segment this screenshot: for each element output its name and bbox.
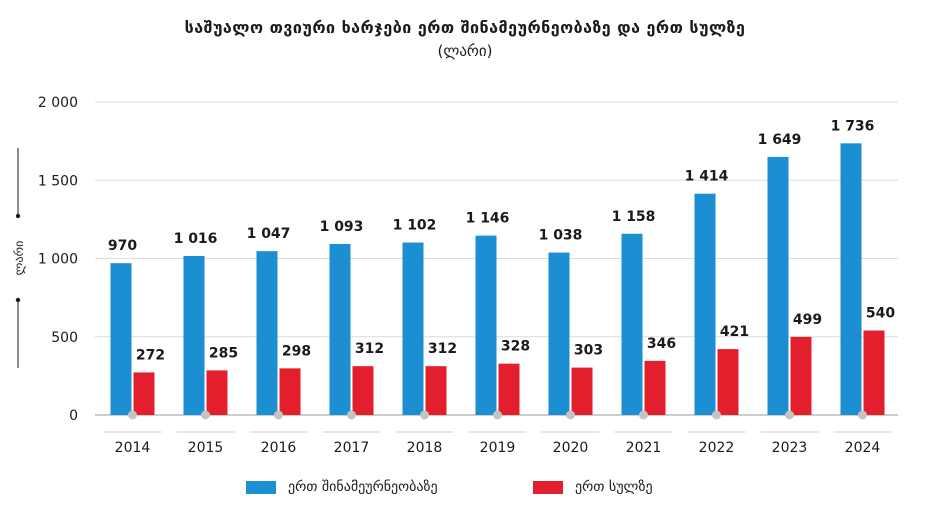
chart-subtitle: (ლარი) — [437, 42, 493, 60]
y-tick-label: 1 500 — [38, 173, 78, 189]
x-tick-label-2020: 2020 — [553, 440, 589, 456]
data-label-per-capita-2022: 421 — [720, 324, 749, 340]
bar-per-capita-2021 — [644, 360, 666, 415]
x-axis-marker — [128, 410, 137, 420]
bar-per-capita-2014 — [133, 372, 155, 415]
x-axis-marker — [566, 410, 575, 420]
data-label-household-2023: 1 649 — [758, 132, 802, 148]
data-label-household-2017: 1 093 — [320, 219, 364, 235]
legend-item-per-capita: ერთ სულზე — [533, 479, 653, 495]
bar-per-capita-2016 — [279, 368, 301, 415]
bar-per-capita-2015 — [206, 370, 228, 415]
x-axis-marker — [858, 410, 867, 420]
data-label-per-capita-2016: 298 — [282, 343, 311, 359]
x-tick-label-2023: 2023 — [772, 440, 808, 456]
legend-swatch-household — [246, 480, 276, 494]
x-axis-marker — [420, 410, 429, 420]
bar-household-2017 — [329, 243, 351, 415]
data-label-per-capita-2023: 499 — [793, 312, 822, 328]
data-label-per-capita-2015: 285 — [209, 345, 238, 361]
data-label-household-2015: 1 016 — [174, 231, 218, 247]
data-label-per-capita-2017: 312 — [355, 341, 384, 357]
y-tick-label: 0 — [69, 408, 78, 424]
bar-household-2014 — [110, 263, 132, 415]
data-label-household-2020: 1 038 — [539, 228, 583, 244]
legend-label-household: ერთ შინამეურნეობაზე — [288, 479, 438, 495]
x-axis-marker — [274, 410, 283, 420]
legend: ერთ შინამეურნეობაზე ერთ სულზე — [0, 479, 930, 499]
bar-household-2019 — [475, 235, 497, 415]
x-axis-marker — [493, 410, 502, 420]
x-tick-label-2015: 2015 — [188, 440, 224, 456]
data-label-household-2021: 1 158 — [612, 209, 656, 225]
bar-per-capita-2020 — [571, 367, 593, 415]
bar-household-2023 — [767, 156, 789, 415]
bar-per-capita-2018 — [425, 366, 447, 415]
legend-swatch-per-capita — [533, 480, 563, 494]
bar-per-capita-2022 — [717, 349, 739, 415]
data-label-per-capita-2018: 312 — [428, 341, 457, 357]
data-label-household-2018: 1 102 — [393, 218, 437, 234]
bar-chart: 0 500 1 000 1 500 2 000 ლარი 970 272 2014 1 016 28… — [12, 95, 898, 456]
data-label-household-2022: 1 414 — [685, 169, 729, 185]
bar-per-capita-2019 — [498, 363, 520, 415]
x-tick-label-2021: 2021 — [626, 440, 662, 456]
data-label-household-2019: 1 146 — [466, 211, 510, 227]
bar-per-capita-2023 — [790, 336, 812, 415]
x-tick-label-2019: 2019 — [480, 440, 516, 456]
x-axis-marker — [639, 410, 648, 420]
bar-household-2018 — [402, 242, 424, 415]
x-axis-marker — [785, 410, 794, 420]
bar-household-2021 — [621, 233, 643, 415]
bar-per-capita-2017 — [352, 366, 374, 415]
y-axis-label: ლარი — [12, 241, 26, 276]
bar-household-2022 — [694, 193, 716, 415]
data-label-per-capita-2019: 328 — [501, 339, 530, 355]
data-label-per-capita-2021: 346 — [647, 336, 676, 352]
bar-household-2015 — [183, 255, 205, 415]
data-label-per-capita-2020: 303 — [574, 343, 603, 359]
data-label-household-2014: 970 — [108, 238, 137, 254]
data-label-household-2024: 1 736 — [831, 118, 875, 134]
legend-label-per-capita: ერთ სულზე — [575, 479, 653, 495]
bar-per-capita-2024 — [863, 330, 885, 415]
y-axis-dot-top — [15, 213, 21, 219]
bar-household-2016 — [256, 251, 278, 415]
x-tick-label-2018: 2018 — [407, 440, 443, 456]
legend-item-household: ერთ შინამეურნეობაზე — [246, 479, 438, 495]
x-axis-marker — [712, 410, 721, 420]
data-label-per-capita-2014: 272 — [136, 347, 165, 363]
data-label-per-capita-2024: 540 — [866, 305, 895, 321]
x-tick-label-2024: 2024 — [845, 440, 881, 456]
y-tick-label: 1 000 — [38, 252, 78, 268]
data-label-household-2016: 1 047 — [247, 226, 291, 242]
x-tick-label-2014: 2014 — [115, 440, 151, 456]
x-axis-marker — [201, 410, 210, 420]
bar-household-2024 — [840, 143, 862, 416]
x-axis-marker — [347, 410, 356, 420]
bar-household-2020 — [548, 252, 570, 415]
y-tick-label: 500 — [51, 330, 78, 346]
chart-title: საშუალო თვიური ხარჯები ერთ შინამეურნეობა… — [184, 18, 746, 37]
x-tick-label-2022: 2022 — [699, 440, 735, 456]
y-tick-label: 2 000 — [38, 95, 78, 111]
x-tick-label-2016: 2016 — [261, 440, 297, 456]
x-tick-label-2017: 2017 — [334, 440, 370, 456]
